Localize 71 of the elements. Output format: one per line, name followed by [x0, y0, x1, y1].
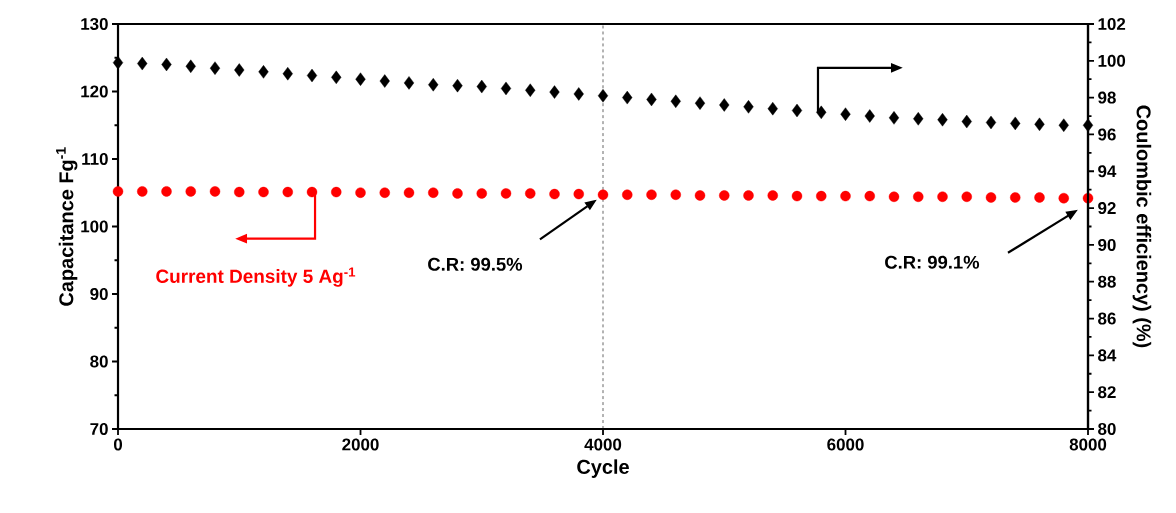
point — [597, 89, 609, 103]
point — [743, 100, 754, 114]
x-tick-label: 6000 — [827, 438, 864, 451]
point — [1082, 118, 1094, 132]
point — [331, 70, 342, 85]
x-tick-label: 0 — [113, 438, 123, 451]
point — [864, 109, 875, 123]
point — [961, 114, 972, 129]
point — [1010, 116, 1021, 131]
point — [694, 96, 706, 110]
x-axis-title: Cycle — [577, 459, 629, 478]
point — [573, 87, 584, 101]
point — [112, 55, 124, 70]
point — [282, 66, 293, 81]
annotation: C.R: 99.1% — [885, 255, 980, 269]
point — [403, 76, 415, 90]
y-tick-label: 100 — [81, 220, 108, 233]
point — [258, 65, 269, 79]
point — [355, 72, 366, 86]
point — [161, 57, 172, 72]
y2-tick-label: 90 — [1098, 238, 1116, 251]
point — [452, 78, 463, 93]
point — [476, 79, 487, 94]
y-tick-label: 80 — [90, 355, 108, 368]
y-tick-label: 120 — [81, 85, 108, 98]
point — [234, 63, 245, 77]
point — [937, 113, 948, 127]
point — [840, 107, 851, 121]
y2-tick-label: 92 — [1098, 202, 1116, 215]
point — [1058, 118, 1069, 132]
point — [888, 111, 900, 125]
point — [791, 103, 803, 118]
y2-tick-label: 98 — [1098, 91, 1116, 104]
y2-tick-label: 102 — [1098, 17, 1126, 30]
point — [428, 78, 439, 92]
y2-tick-label: 96 — [1098, 128, 1116, 141]
point — [306, 68, 318, 83]
point — [185, 59, 196, 74]
point — [913, 112, 924, 126]
y-tick-label: 90 — [90, 287, 108, 300]
y-axis-title: Capacitance Fg$^{-1}$ — [56, 147, 78, 306]
point — [1034, 117, 1045, 132]
y-tick-label: 70 — [90, 422, 108, 435]
point — [670, 94, 681, 108]
y2-tick-label: 82 — [1098, 386, 1116, 399]
y2-tick-label: 86 — [1098, 312, 1116, 325]
y2-axis-title: Coulombic efficiency) (%) — [1132, 105, 1152, 348]
point — [379, 74, 390, 88]
y2-tick-label: 94 — [1098, 165, 1117, 178]
point — [549, 85, 560, 99]
point — [646, 92, 657, 107]
y2-tick-label: 84 — [1098, 349, 1117, 362]
x-tick-label: 4000 — [584, 438, 622, 451]
point — [137, 56, 148, 71]
annotation: Current Density 5 Ag$^{-1}$ — [156, 267, 356, 287]
y-tick-label: 130 — [81, 17, 108, 30]
x-tick-label: 2000 — [342, 438, 379, 451]
point — [209, 61, 221, 75]
y-tick-label: 110 — [82, 152, 108, 165]
point — [500, 81, 512, 96]
x-tick-label: 8000 — [1069, 438, 1107, 451]
point — [622, 90, 633, 105]
point — [985, 115, 997, 130]
point — [816, 105, 827, 120]
y2-tick-label: 88 — [1098, 275, 1116, 288]
point — [719, 98, 730, 112]
y2-tick-label: 100 — [1098, 54, 1126, 67]
point — [525, 83, 536, 97]
y2-tick-label: 80 — [1098, 422, 1116, 435]
point — [767, 101, 778, 116]
annotation: C.R: 99.5% — [428, 257, 523, 271]
